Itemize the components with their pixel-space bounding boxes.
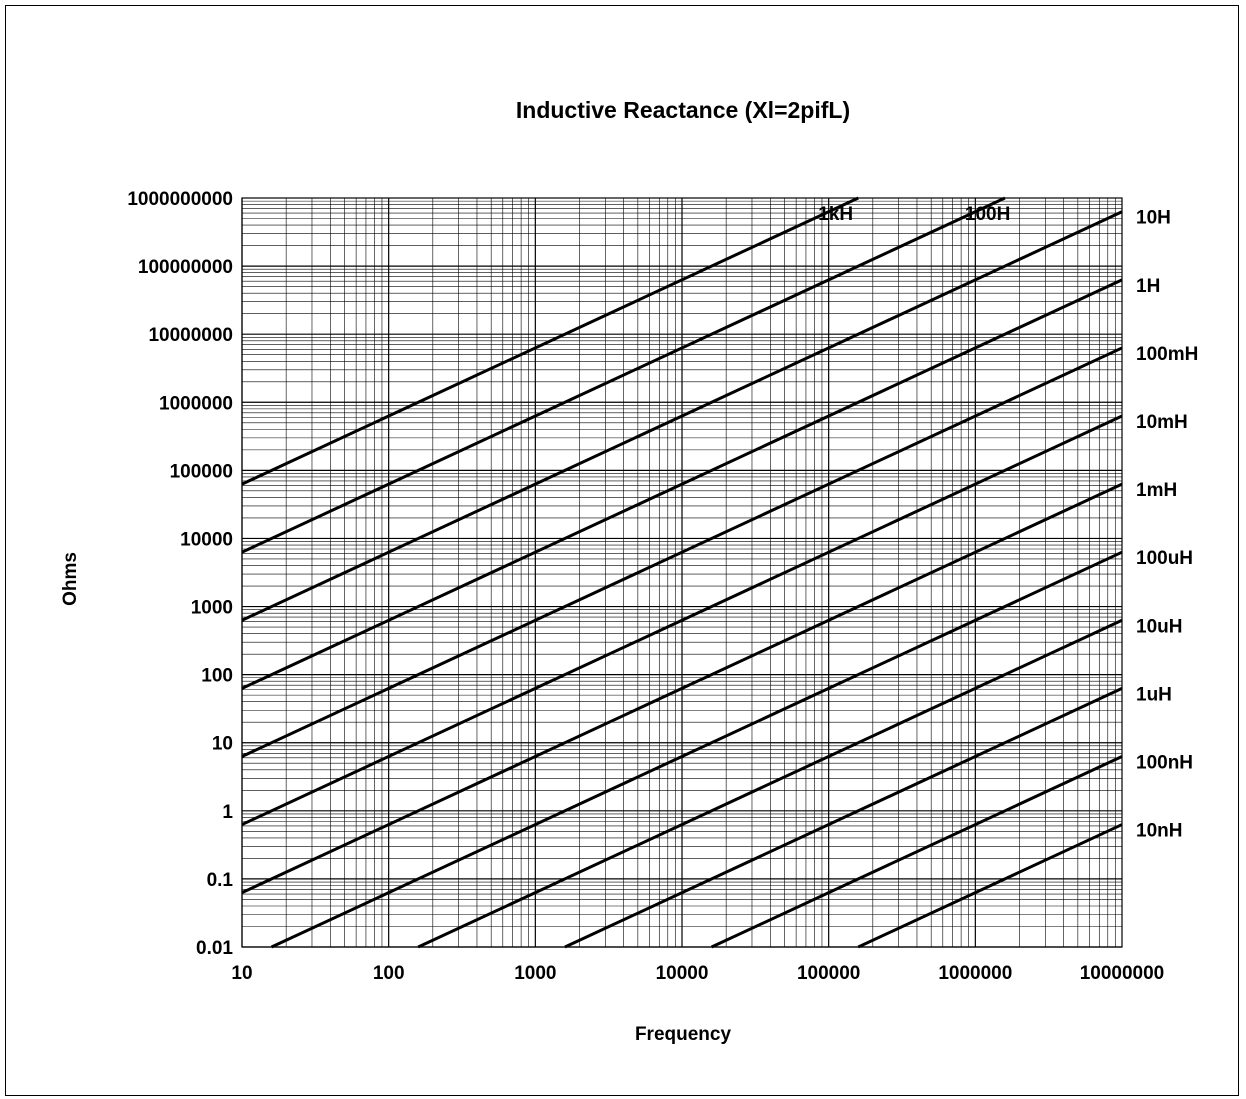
x-tick-labels: 10 100 1000 10000 100000 1000000 10000000 xyxy=(231,963,1164,984)
series-label: 100mH xyxy=(1136,344,1198,365)
y-tick-label: 1 xyxy=(222,802,233,823)
x-tick-label: 1000000 xyxy=(938,963,1012,984)
x-tick-label: 10 xyxy=(231,963,252,984)
series-line xyxy=(241,278,1123,690)
plot-grid xyxy=(241,197,1123,948)
series-lines xyxy=(241,196,1123,949)
series-label: 10mH xyxy=(1136,412,1188,433)
series-line xyxy=(564,687,1123,949)
series-label: 1kH xyxy=(818,204,853,225)
series-line xyxy=(241,196,1006,554)
x-tick-label: 10000000 xyxy=(1080,963,1165,984)
y-tick-label: 0.1 xyxy=(207,870,234,891)
series-label: 1mH xyxy=(1136,480,1177,501)
series-line xyxy=(241,482,1123,895)
series-label: 10uH xyxy=(1136,616,1182,637)
x-tick-label: 100 xyxy=(373,963,405,984)
series-line xyxy=(241,196,859,486)
x-axis-label: Frequency xyxy=(635,1024,732,1045)
series-label: 100uH xyxy=(1136,548,1193,569)
series-label: 10H xyxy=(1136,208,1171,229)
x-tick-label: 1000 xyxy=(514,963,556,984)
series-line xyxy=(241,414,1123,826)
series-line xyxy=(241,346,1123,758)
x-tick-label: 10000 xyxy=(656,963,709,984)
y-tick-label: 100 xyxy=(201,666,233,687)
y-tick-label: 100000 xyxy=(170,461,233,482)
y-tick-label: 10000 xyxy=(180,529,233,550)
series-labels: 1kH 100H 10H 1H 100mH 10mH 1mH 100uH 10uH 1uH 100n… xyxy=(818,204,1198,842)
series-label: 1uH xyxy=(1136,684,1172,705)
series-line xyxy=(270,550,1123,949)
y-tick-label: 10000000 xyxy=(148,325,233,346)
y-tick-label: 0.01 xyxy=(196,938,233,959)
y-axis-label: Ohms xyxy=(60,552,81,606)
plot-border xyxy=(241,197,1123,948)
series-label: 100nH xyxy=(1136,752,1193,773)
chart-frame: 1kH 100H 10H 1H 100mH 10mH 1mH 100uH 10uH 1uH 100n… xyxy=(5,5,1239,1096)
x-tick-label: 100000 xyxy=(797,963,860,984)
y-tick-label: 1000000 xyxy=(159,393,233,414)
chart-title: Inductive Reactance (Xl=2pifL) xyxy=(516,97,850,123)
series-label: 1H xyxy=(1136,276,1160,297)
y-tick-label: 1000000000 xyxy=(127,189,233,210)
y-tick-label: 10 xyxy=(212,734,233,755)
series-label: 100H xyxy=(965,204,1010,225)
series-line xyxy=(241,210,1123,622)
y-tick-labels: 0.01 0.1 1 10 100 1000 10000 100000 1000000 10000… xyxy=(127,189,233,959)
series-line xyxy=(417,618,1123,949)
y-tick-label: 1000 xyxy=(191,598,233,619)
series-label: 10nH xyxy=(1136,821,1182,842)
reactance-chart: 1kH 100H 10H 1H 100mH 10mH 1mH 100uH 10uH 1uH 100n… xyxy=(60,97,1198,1045)
y-tick-label: 100000000 xyxy=(138,257,233,278)
series-line xyxy=(710,755,1123,949)
series-line xyxy=(857,823,1123,949)
